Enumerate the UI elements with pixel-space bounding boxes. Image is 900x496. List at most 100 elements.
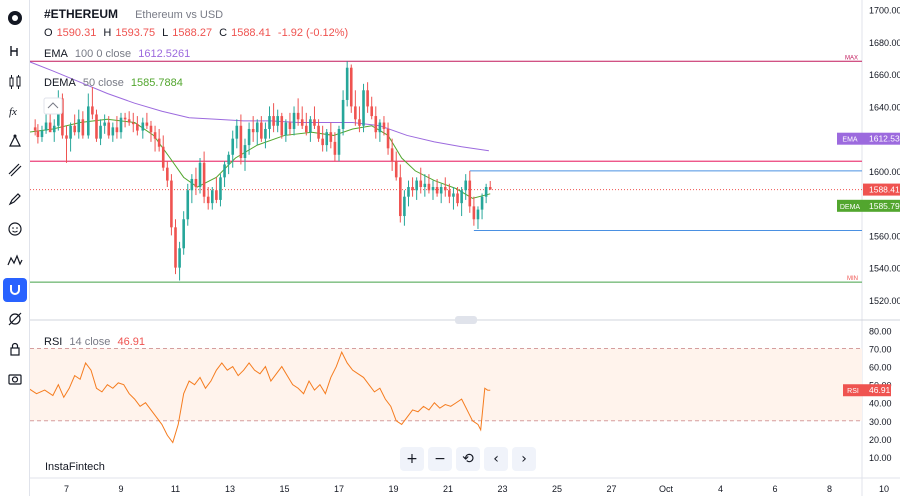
price-pane bbox=[27, 60, 862, 283]
candle-up bbox=[119, 117, 123, 133]
candle-up bbox=[403, 196, 406, 217]
dema-value: 1585.7884 bbox=[130, 77, 183, 89]
open-label: O bbox=[44, 27, 53, 39]
price-axis-tick-label: 1680.00 bbox=[869, 38, 900, 48]
candle-down bbox=[61, 98, 64, 136]
candles-tool-button[interactable] bbox=[3, 70, 27, 94]
candle-down bbox=[399, 177, 402, 217]
ema-legend[interactable]: EMA 100 0 close 1612.5261 bbox=[44, 48, 194, 60]
candle-up bbox=[219, 177, 222, 200]
candle-down bbox=[127, 119, 131, 123]
emoji-tool-button[interactable] bbox=[3, 217, 27, 241]
candle-down bbox=[174, 227, 177, 268]
dema-name: DEMA bbox=[44, 77, 76, 89]
candle-down bbox=[305, 125, 308, 133]
candle-down bbox=[251, 128, 255, 133]
candle-down bbox=[33, 127, 37, 131]
candle-up bbox=[111, 127, 115, 136]
reset-chart-button[interactable]: ⟲ bbox=[456, 447, 480, 471]
rsi-axis-tick-label: 30.00 bbox=[869, 417, 892, 427]
candle-up bbox=[40, 130, 44, 138]
candle-up bbox=[87, 106, 90, 136]
logo-tool-button[interactable] bbox=[3, 6, 27, 30]
screenshot-tool-button[interactable] bbox=[3, 366, 27, 390]
time-axis-tick-label: 25 bbox=[552, 484, 562, 494]
symbol-name[interactable]: #ETHEREUM bbox=[44, 7, 119, 21]
ema-value: 1612.5261 bbox=[138, 48, 191, 60]
high-value: 1593.75 bbox=[115, 27, 156, 39]
candle-down bbox=[354, 106, 357, 120]
candle-up bbox=[210, 190, 214, 204]
candle-up bbox=[77, 119, 81, 133]
time-axis-tick-label: Oct bbox=[659, 484, 674, 494]
candle-down bbox=[419, 180, 423, 188]
candle-up bbox=[141, 122, 145, 131]
dema-legend[interactable]: DEMA 50 close 1585.7884 bbox=[44, 77, 187, 89]
candle-down bbox=[95, 114, 98, 139]
candle-down bbox=[411, 187, 414, 191]
candle-up bbox=[407, 187, 410, 197]
candle-up bbox=[99, 125, 102, 139]
candle-down bbox=[170, 180, 173, 228]
hide-tool-button[interactable] bbox=[3, 307, 27, 331]
candle-down bbox=[206, 196, 210, 204]
pane-resize-handle[interactable] bbox=[455, 316, 477, 324]
candle-up bbox=[268, 116, 271, 129]
drawing-tool-button[interactable] bbox=[3, 129, 27, 153]
price-axis-tick-label: 1600.00 bbox=[869, 167, 900, 177]
candle-down bbox=[366, 90, 369, 107]
candle-up bbox=[452, 193, 455, 197]
candle-down bbox=[161, 146, 165, 168]
brush-tool-button[interactable] bbox=[3, 158, 27, 182]
cursor-tool-button[interactable] bbox=[3, 40, 27, 64]
candle-up bbox=[27, 127, 30, 132]
zoom-in-button[interactable]: + bbox=[400, 447, 424, 471]
candle-up bbox=[235, 125, 239, 139]
patterns-tool-button[interactable] bbox=[3, 248, 27, 272]
candle-down bbox=[215, 190, 218, 200]
pen-tool-button[interactable] bbox=[3, 187, 27, 211]
candle-down bbox=[456, 193, 459, 204]
low-label: L bbox=[162, 27, 169, 39]
time-axis-tick-label: 17 bbox=[334, 484, 344, 494]
time-axis-tick-label: 15 bbox=[279, 484, 289, 494]
candle-up bbox=[44, 122, 48, 131]
indicators-icon: fx bbox=[9, 106, 17, 118]
lock-icon bbox=[10, 342, 20, 356]
time-axis-tick-label: 4 bbox=[718, 484, 723, 494]
rsi-params: 14 close bbox=[69, 336, 111, 348]
zoom-out-button[interactable]: − bbox=[428, 447, 452, 471]
candle-down bbox=[300, 119, 304, 126]
price-axis-tick-label: 1560.00 bbox=[869, 231, 900, 241]
candle-up bbox=[345, 67, 349, 100]
time-axis-tick-label: 13 bbox=[225, 484, 235, 494]
scroll-left-button[interactable]: ‹ bbox=[484, 447, 508, 471]
close-value: 1588.41 bbox=[231, 27, 271, 39]
candle-up bbox=[480, 196, 484, 210]
ohlc-legend: O 1590.31 H 1593.75 L 1588.27 C 1588.41 -1.9… bbox=[44, 27, 352, 39]
price-tag-value: 1612.53 bbox=[869, 134, 900, 144]
candle-down bbox=[91, 106, 94, 115]
lock-tool-button[interactable] bbox=[3, 337, 27, 361]
open-value: 1590.31 bbox=[56, 27, 97, 39]
magnet-tool-button[interactable] bbox=[3, 278, 27, 302]
time-axis-tick-label: 10 bbox=[879, 484, 889, 494]
symbol-description: Ethereum vs USD bbox=[135, 9, 224, 21]
scroll-right-button[interactable]: › bbox=[512, 447, 536, 471]
rsi-axis-tick-label: 10.00 bbox=[869, 453, 892, 463]
candle-down bbox=[260, 122, 263, 139]
pen-icon bbox=[8, 193, 21, 206]
candle-down bbox=[358, 119, 361, 126]
candle-up bbox=[362, 90, 365, 126]
candle-down bbox=[317, 125, 320, 139]
candle-down bbox=[427, 183, 431, 191]
candle-down bbox=[202, 162, 206, 197]
indicators-tool-button[interactable]: fx bbox=[3, 99, 27, 123]
candle-up bbox=[103, 122, 106, 126]
screenshot-icon bbox=[8, 374, 22, 385]
rsi-legend[interactable]: RSI 14 close 46.91 bbox=[44, 336, 149, 348]
candle-up bbox=[292, 112, 296, 129]
rsi-axis-tick-label: 70.00 bbox=[869, 345, 892, 355]
chevron-up-icon bbox=[47, 102, 59, 109]
